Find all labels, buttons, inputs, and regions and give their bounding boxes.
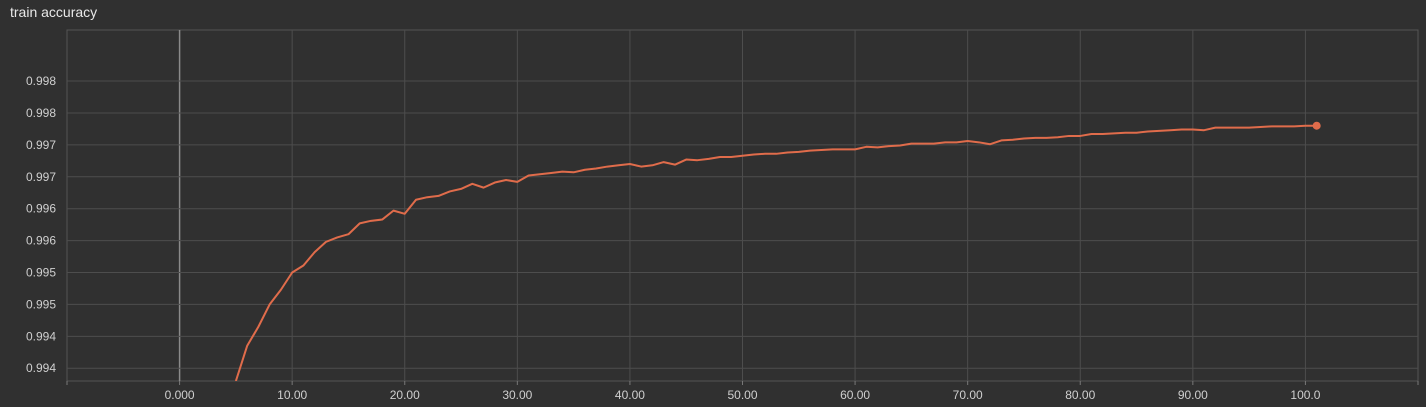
last-point-marker[interactable] <box>1312 121 1321 130</box>
y-tick-label: 0.997 <box>26 138 56 152</box>
y-tick-label: 0.995 <box>26 297 56 311</box>
x-tick-label: 40.00 <box>615 388 645 402</box>
y-tick-label: 0.998 <box>26 74 56 88</box>
x-tick-label: 30.00 <box>502 388 532 402</box>
chart-title: train accuracy <box>10 4 98 20</box>
series-line[interactable] <box>234 124 1317 381</box>
x-tick-label: 70.00 <box>953 388 983 402</box>
x-tick-label: 50.00 <box>727 388 757 402</box>
y-tick-label: 0.995 <box>26 266 56 280</box>
x-tick-label: 0.000 <box>165 388 195 402</box>
x-tick-label: 10.00 <box>277 388 307 402</box>
x-tick-label: 90.00 <box>1178 388 1208 402</box>
x-tick-label: 20.00 <box>390 388 420 402</box>
y-tick-label: 0.996 <box>26 202 56 216</box>
x-tick-label: 80.00 <box>1065 388 1095 402</box>
y-tick-label: 0.996 <box>26 234 56 248</box>
y-tick-label: 0.997 <box>26 170 56 184</box>
y-tick-label: 0.994 <box>26 329 56 343</box>
y-tick-label: 0.998 <box>26 106 56 120</box>
y-tick-label: 0.994 <box>26 361 56 375</box>
x-tick-label: 100.0 <box>1290 388 1320 402</box>
x-tick-label: 60.00 <box>840 388 870 402</box>
